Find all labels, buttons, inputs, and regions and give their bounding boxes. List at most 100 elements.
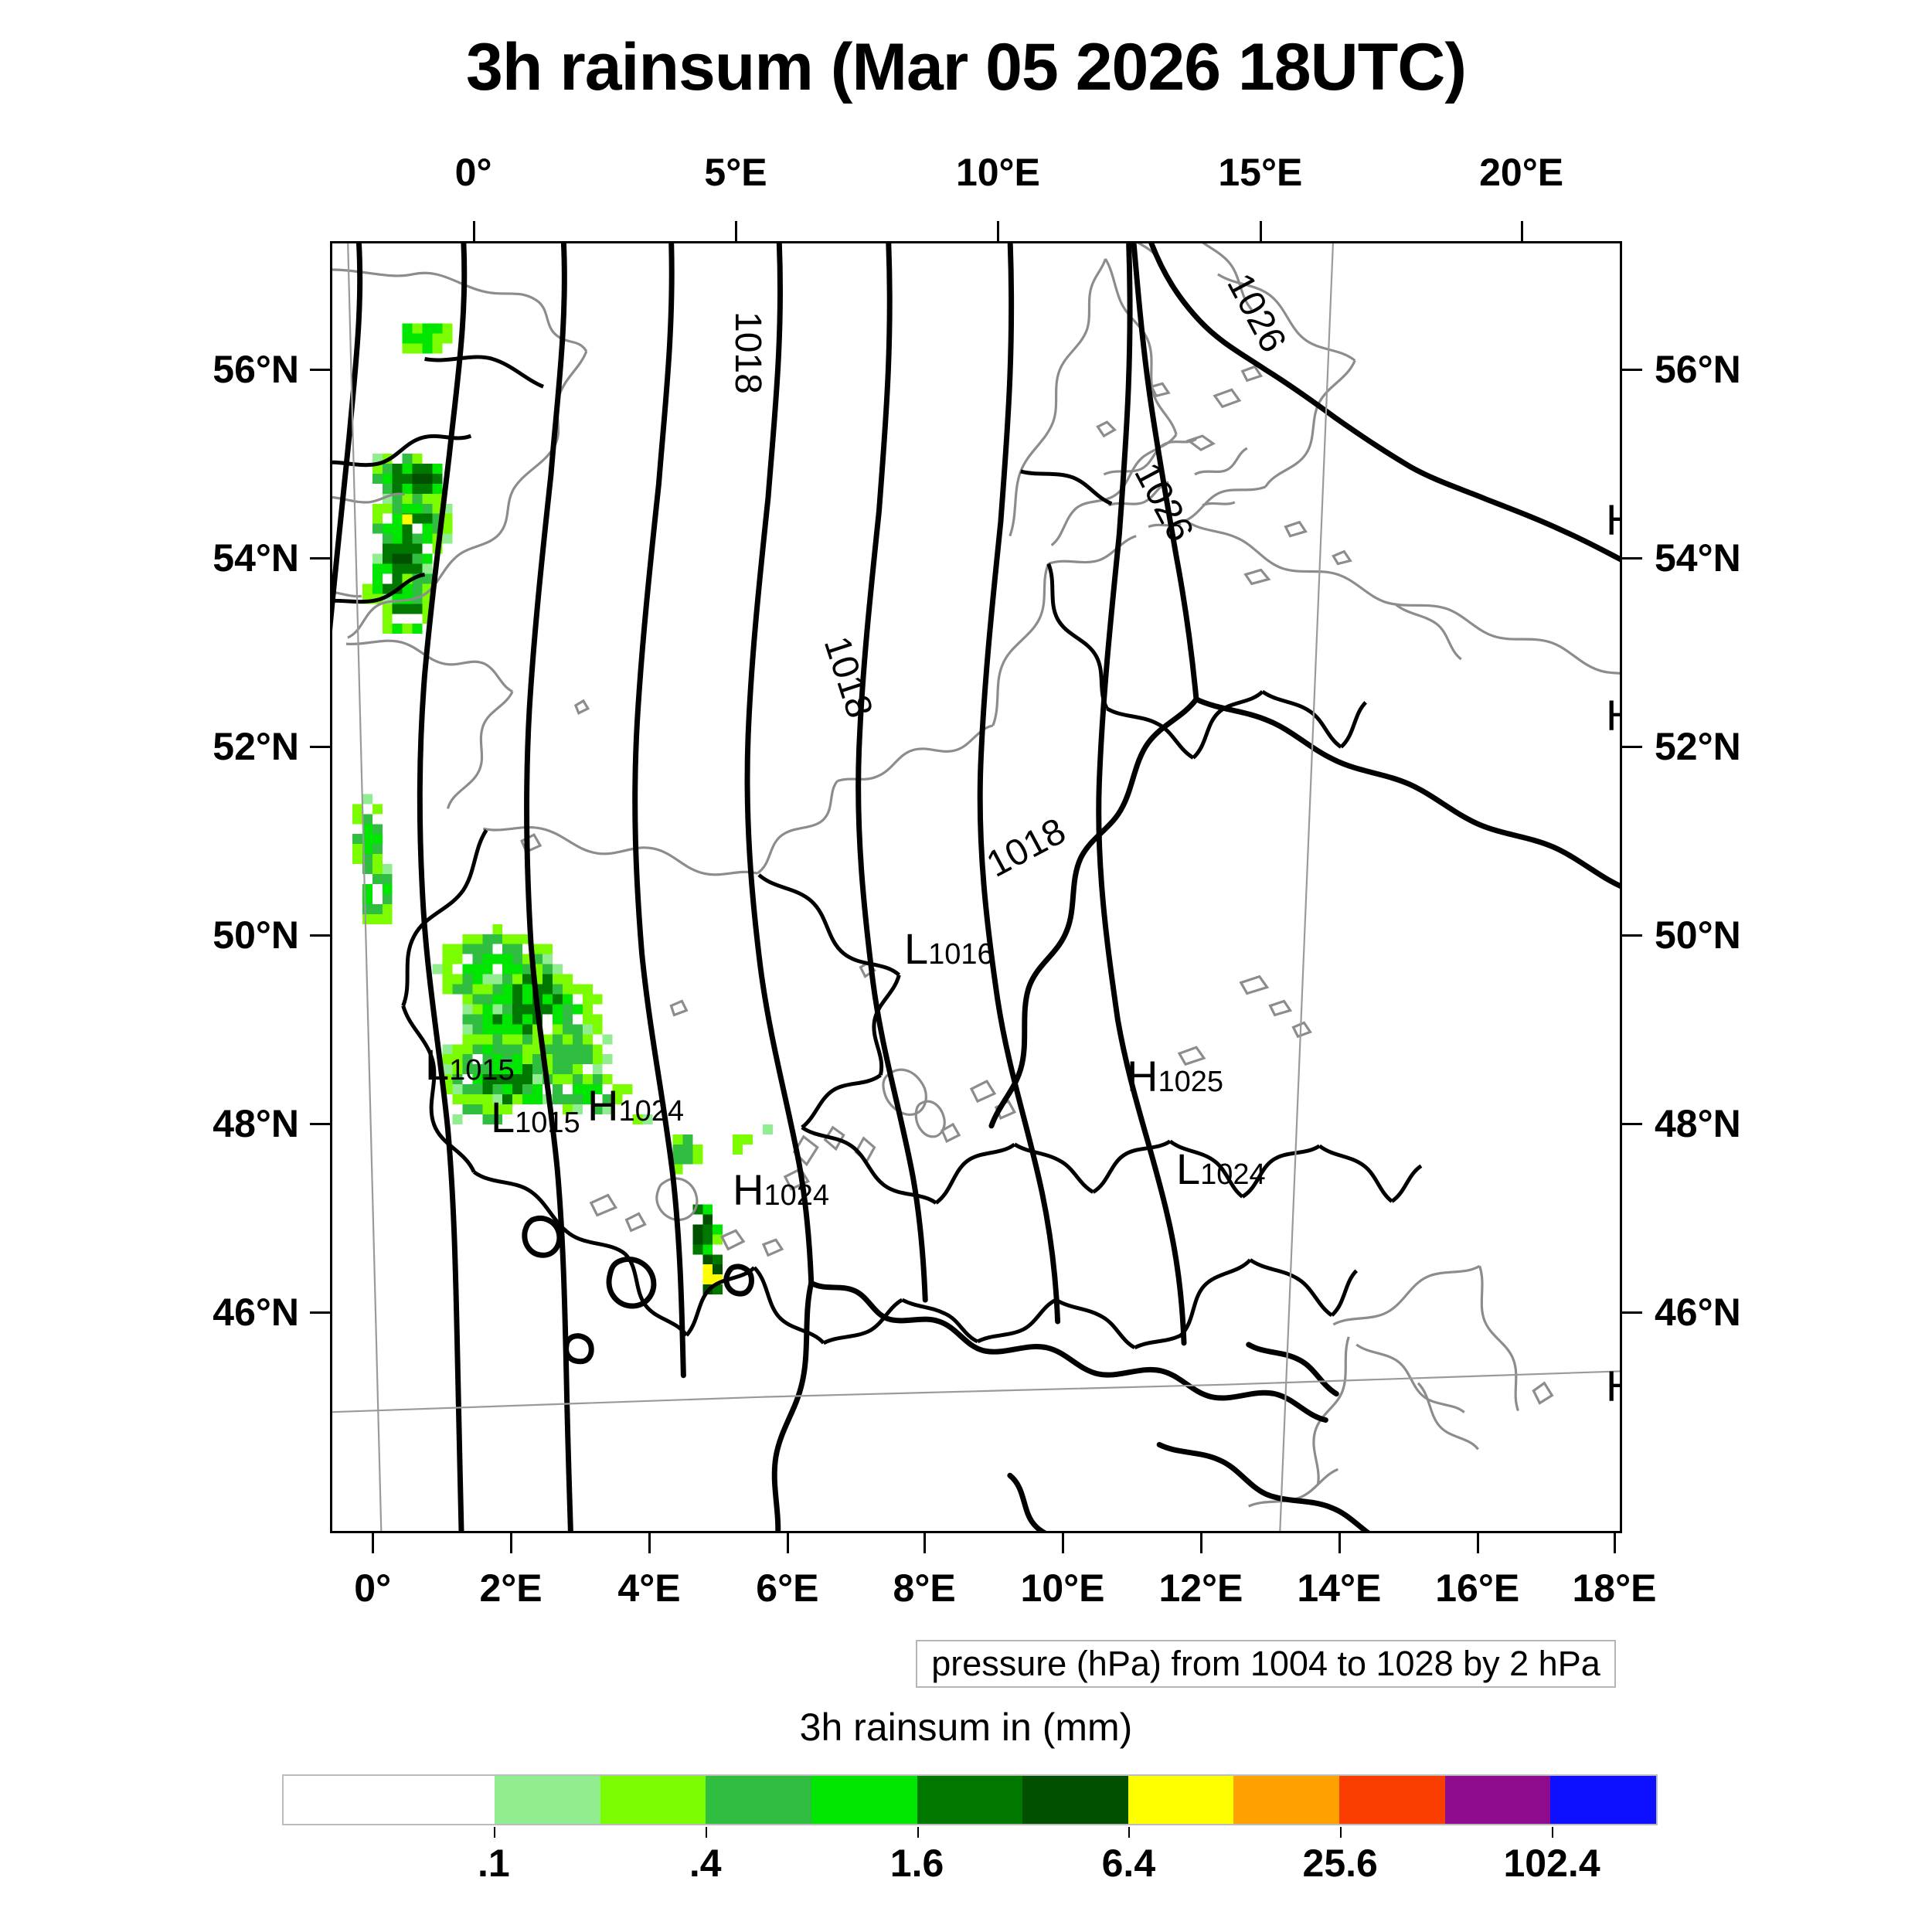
tick-bottom-9 [1613, 1533, 1616, 1553]
pressure-center-type: H [1606, 1362, 1620, 1410]
colorbar-swatch-6[interactable] [917, 1776, 1023, 1824]
isobar-layer [332, 243, 1620, 1531]
pressure-center-type: H [1606, 495, 1620, 544]
colorbar-swatch-11[interactable] [1444, 1776, 1551, 1824]
pressure-center-type: L [1176, 1145, 1201, 1193]
pressure-center-type: H [587, 1081, 619, 1130]
pressure-center-L1015-b: L1015 [491, 1092, 580, 1142]
colorbar-swatch-9[interactable] [1233, 1776, 1340, 1824]
colorbar-swatch-7[interactable] [1022, 1776, 1128, 1824]
axis-label-bottom-0: 0° [354, 1566, 392, 1610]
axis-label-left-5: 46°N [213, 1291, 299, 1335]
colorbar-swatch-4[interactable] [706, 1776, 812, 1824]
tick-left-2 [310, 745, 330, 748]
axis-label-bottom-3: 6°E [756, 1566, 819, 1610]
axis-label-top-1: 5°E [704, 151, 767, 194]
colorbar-label-5: 102.4 [1503, 1842, 1600, 1885]
tick-bottom-0 [372, 1533, 375, 1553]
tick-right-3 [1622, 934, 1642, 937]
colorbar[interactable] [282, 1774, 1658, 1825]
map-canvas [332, 243, 1620, 1531]
border-layer [332, 355, 1423, 1350]
axis-label-bottom-8: 16°E [1435, 1566, 1520, 1610]
colorbar-tick [1128, 1827, 1131, 1838]
axis-label-right-2: 52°N [1655, 724, 1741, 768]
axis-label-top-4: 20°E [1479, 151, 1564, 194]
pressure-center-type: H [733, 1165, 764, 1214]
tick-bottom-4 [923, 1533, 927, 1553]
colorbar-title: 3h rainsum in (mm) [799, 1706, 1133, 1749]
pressure-center-H-edge-1: H [1606, 495, 1620, 545]
axis-label-left-1: 54°N [213, 536, 299, 580]
tick-top-2 [997, 221, 1000, 241]
axis-label-left-4: 48°N [213, 1101, 299, 1145]
tick-right-0 [1622, 368, 1642, 371]
axis-label-bottom-1: 2°E [479, 1566, 543, 1610]
axis-label-top-3: 15°E [1218, 151, 1303, 194]
colorbar-tick [917, 1827, 919, 1838]
tick-bottom-7 [1338, 1533, 1341, 1553]
tick-left-0 [310, 368, 330, 371]
tick-left-1 [310, 556, 330, 560]
axis-label-bottom-9: 18°E [1572, 1566, 1657, 1610]
map-frame: 1018 1026 1026 1018 1018 L1016 L1015 L10… [330, 241, 1622, 1533]
axis-label-bottom-4: 8°E [893, 1566, 956, 1610]
colorbar-tick [1340, 1827, 1342, 1838]
pressure-center-type: H [1606, 691, 1620, 740]
axis-label-right-3: 50°N [1655, 913, 1741, 957]
pressure-center-value: 1016 [928, 938, 994, 971]
pressure-center-H1024-bottom: H1024 [733, 1165, 829, 1215]
pressure-center-type: L [425, 1040, 450, 1089]
colorbar-tick [493, 1827, 495, 1838]
pressure-center-H1024: H1024 [587, 1080, 684, 1131]
colorbar-swatch-0[interactable] [284, 1776, 389, 1824]
pressure-center-value: 1015 [449, 1054, 515, 1087]
tick-left-3 [310, 934, 330, 937]
map-panel[interactable]: 1018 1026 1026 1018 1018 L1016 L1015 L10… [330, 241, 1622, 1533]
pressure-center-H-edge-3: H [1606, 1361, 1620, 1411]
tick-top-0 [472, 221, 475, 241]
precipitation-layer [352, 323, 773, 1295]
tick-top-4 [1520, 221, 1523, 241]
axis-label-bottom-7: 14°E [1297, 1566, 1382, 1610]
colorbar-swatch-5[interactable] [811, 1776, 917, 1824]
colorbar-swatches[interactable] [282, 1774, 1658, 1825]
page-title: 3h rainsum (Mar 05 2026 18UTC) [466, 30, 1467, 104]
axis-label-right-0: 56°N [1655, 347, 1741, 391]
tick-bottom-2 [648, 1533, 651, 1553]
axis-label-right-4: 48°N [1655, 1101, 1741, 1145]
tick-right-4 [1622, 1122, 1642, 1125]
axis-label-right-1: 54°N [1655, 536, 1741, 580]
axis-label-bottom-5: 10°E [1020, 1566, 1105, 1610]
coastline-layer [332, 243, 1620, 1508]
colorbar-label-3: 6.4 [1101, 1842, 1156, 1885]
pressure-center-type: H [1127, 1052, 1158, 1100]
colorbar-swatch-12[interactable] [1550, 1776, 1656, 1824]
pressure-center-type: L [491, 1093, 515, 1141]
axis-label-bottom-6: 12°E [1158, 1566, 1243, 1610]
pressure-center-type: L [904, 924, 929, 973]
tick-top-3 [1259, 221, 1262, 241]
tick-left-4 [310, 1122, 330, 1125]
axis-label-top-0: 0° [454, 151, 492, 194]
colorbar-swatch-1[interactable] [389, 1776, 495, 1824]
colorbar-swatch-8[interactable] [1128, 1776, 1234, 1824]
tick-bottom-6 [1199, 1533, 1202, 1553]
tick-right-2 [1622, 745, 1642, 748]
tick-left-5 [310, 1311, 330, 1315]
tick-right-1 [1622, 556, 1642, 560]
pressure-center-value: 1025 [1158, 1066, 1223, 1098]
colorbar-swatch-3[interactable] [600, 1776, 706, 1824]
colorbar-label-0: .1 [477, 1842, 510, 1885]
pressure-center-H-edge-2: H [1606, 690, 1620, 740]
tick-bottom-1 [510, 1533, 513, 1553]
pressure-center-L1016: L1016 [904, 923, 994, 974]
colorbar-label-2: 1.6 [889, 1842, 944, 1885]
colorbar-tick [705, 1827, 707, 1838]
tick-bottom-3 [786, 1533, 789, 1553]
colorbar-swatch-2[interactable] [495, 1776, 600, 1824]
colorbar-swatch-10[interactable] [1339, 1776, 1445, 1824]
tick-bottom-8 [1476, 1533, 1479, 1553]
tick-right-5 [1622, 1311, 1642, 1315]
graticule-layer [332, 243, 1620, 1531]
